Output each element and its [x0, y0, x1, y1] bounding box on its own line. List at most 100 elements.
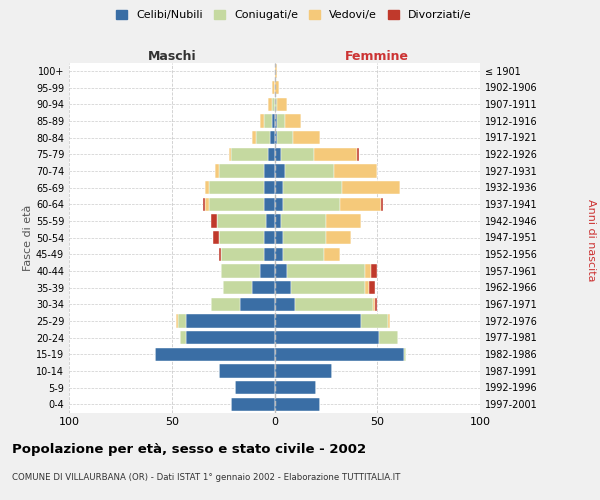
Bar — [211, 298, 239, 311]
Bar — [275, 264, 287, 278]
Bar — [178, 314, 186, 328]
Bar — [213, 231, 219, 244]
Bar — [264, 114, 272, 128]
Bar — [219, 364, 275, 378]
Bar — [268, 148, 275, 161]
Bar — [260, 114, 264, 128]
Bar — [272, 114, 275, 128]
Bar — [275, 181, 283, 194]
Bar — [275, 364, 332, 378]
Bar — [264, 198, 275, 211]
Bar — [373, 298, 375, 311]
Bar — [275, 131, 277, 144]
Bar — [285, 114, 301, 128]
Bar — [209, 181, 264, 194]
Bar — [285, 164, 334, 177]
Bar — [275, 114, 277, 128]
Bar — [293, 131, 320, 144]
Bar — [275, 164, 285, 177]
Bar — [186, 314, 275, 328]
Text: Popolazione per età, sesso e stato civile - 2002: Popolazione per età, sesso e stato civil… — [12, 442, 366, 456]
Bar — [365, 281, 369, 294]
Y-axis label: Fasce di età: Fasce di età — [23, 204, 33, 270]
Bar — [283, 231, 326, 244]
Bar — [155, 348, 275, 361]
Bar — [382, 198, 383, 211]
Bar — [211, 214, 217, 228]
Bar — [365, 264, 371, 278]
Bar — [275, 64, 277, 78]
Bar — [277, 114, 285, 128]
Bar — [404, 348, 406, 361]
Bar — [221, 264, 260, 278]
Bar — [275, 231, 283, 244]
Bar — [275, 314, 361, 328]
Bar — [275, 198, 283, 211]
Bar — [326, 214, 361, 228]
Bar — [361, 314, 388, 328]
Bar — [275, 398, 320, 411]
Bar — [295, 298, 373, 311]
Bar — [215, 164, 219, 177]
Bar — [275, 214, 281, 228]
Bar — [264, 248, 275, 261]
Bar — [180, 331, 186, 344]
Bar — [375, 298, 377, 311]
Bar — [388, 314, 389, 328]
Bar — [272, 81, 275, 94]
Bar — [283, 248, 324, 261]
Bar — [275, 148, 281, 161]
Bar — [205, 181, 209, 194]
Bar — [219, 231, 264, 244]
Bar — [283, 198, 340, 211]
Text: Maschi: Maschi — [148, 50, 196, 62]
Bar — [275, 298, 295, 311]
Bar — [260, 264, 275, 278]
Bar — [379, 331, 398, 344]
Bar — [252, 281, 275, 294]
Bar — [239, 298, 275, 311]
Bar — [264, 181, 275, 194]
Bar — [219, 164, 264, 177]
Bar — [324, 248, 340, 261]
Text: COMUNE DI VILLAURBANA (OR) - Dati ISTAT 1° gennaio 2002 - Elaborazione TUTTITALI: COMUNE DI VILLAURBANA (OR) - Dati ISTAT … — [12, 472, 400, 482]
Bar — [356, 148, 359, 161]
Bar — [277, 131, 293, 144]
Bar — [371, 264, 377, 278]
Bar — [232, 148, 268, 161]
Bar — [205, 198, 209, 211]
Bar — [277, 98, 287, 111]
Bar — [275, 81, 278, 94]
Bar — [271, 131, 275, 144]
Bar — [369, 281, 375, 294]
Bar — [219, 248, 221, 261]
Bar — [203, 198, 205, 211]
Legend: Celibi/Nubili, Coniugati/e, Vedovi/e, Divorziati/e: Celibi/Nubili, Coniugati/e, Vedovi/e, Di… — [112, 6, 476, 25]
Bar — [268, 98, 272, 111]
Bar — [264, 231, 275, 244]
Bar — [343, 181, 400, 194]
Bar — [176, 314, 178, 328]
Bar — [334, 164, 377, 177]
Bar — [252, 131, 256, 144]
Bar — [275, 348, 404, 361]
Bar — [281, 148, 314, 161]
Bar — [283, 181, 343, 194]
Bar — [291, 281, 365, 294]
Bar — [281, 214, 326, 228]
Bar — [221, 248, 264, 261]
Bar — [266, 214, 275, 228]
Bar — [326, 231, 350, 244]
Bar — [217, 214, 266, 228]
Text: Femmine: Femmine — [345, 50, 409, 62]
Bar — [232, 398, 275, 411]
Bar — [275, 248, 283, 261]
Bar — [275, 331, 379, 344]
Bar — [314, 148, 357, 161]
Bar — [264, 164, 275, 177]
Bar — [256, 131, 271, 144]
Bar — [209, 198, 264, 211]
Bar — [229, 148, 232, 161]
Bar — [272, 98, 275, 111]
Bar — [287, 264, 365, 278]
